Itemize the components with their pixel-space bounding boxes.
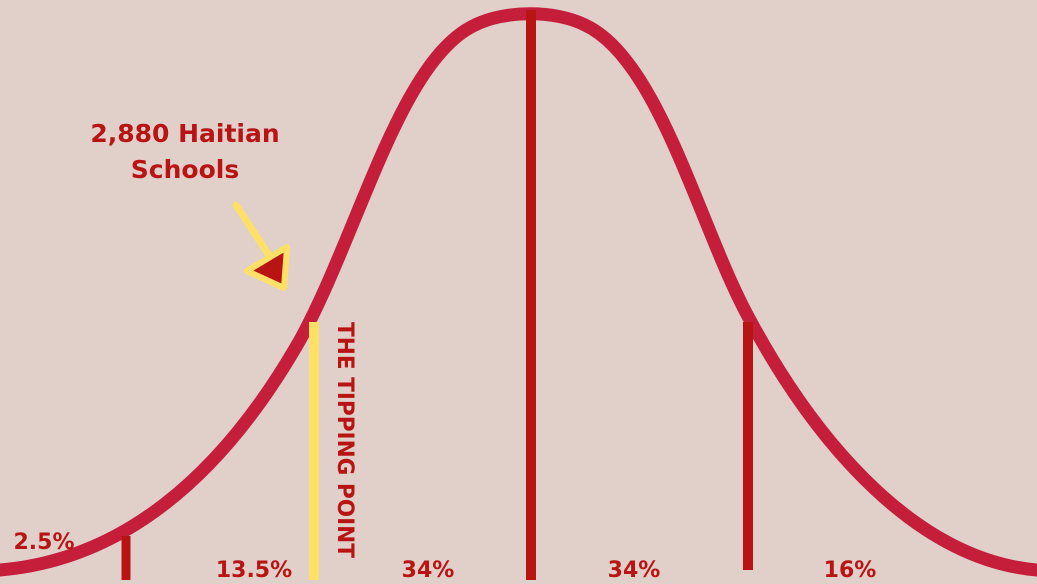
segment-label: 34% bbox=[402, 558, 455, 580]
segment-label: 34% bbox=[608, 558, 661, 580]
segment-label: 16% bbox=[824, 558, 877, 580]
bell-curve bbox=[0, 7, 1037, 577]
arrow-icon bbox=[232, 201, 290, 291]
segment-label: 13.5% bbox=[216, 558, 292, 580]
segment-label: 2.5% bbox=[13, 530, 74, 555]
annotation-line-1: 2,880 Haitian bbox=[90, 119, 279, 148]
annotation-line-2: Schools bbox=[131, 155, 239, 184]
tipping-point-label: THE TIPPING POINT bbox=[332, 322, 357, 558]
